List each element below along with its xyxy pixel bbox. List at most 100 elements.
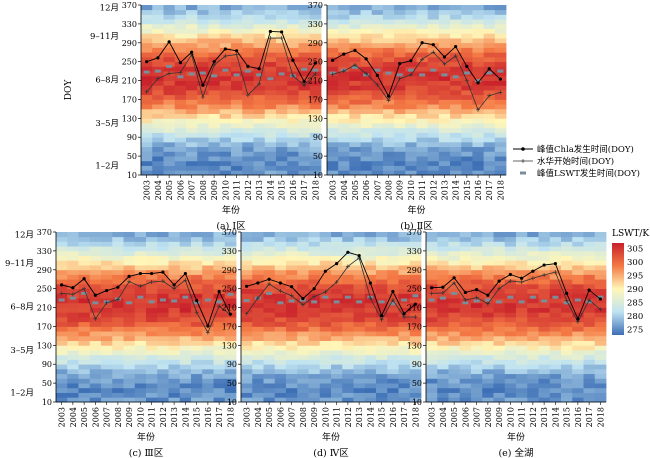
heatmap-cell	[494, 123, 507, 129]
heatmap-cell	[101, 246, 113, 252]
heatmap-cell	[376, 331, 388, 337]
chla-peak-marker	[380, 313, 384, 318]
heatmap-cell	[527, 378, 539, 384]
heatmap-cell	[360, 123, 373, 129]
heatmap-cell	[308, 368, 321, 375]
heatmap-cell	[123, 241, 136, 247]
heatmap-cell	[405, 156, 417, 162]
bloom-start-marker	[183, 278, 188, 283]
x-tick-label: 2010	[506, 407, 515, 427]
heatmap-cell	[241, 274, 253, 280]
bloom-start-marker	[172, 286, 177, 291]
heatmap-cell	[416, 9, 429, 15]
heatmap-cell	[405, 85, 417, 91]
heatmap-cell	[438, 170, 451, 176]
heatmap-cell	[549, 373, 562, 379]
heatmap-cell	[297, 373, 309, 379]
heatmap-cell	[231, 146, 243, 152]
heatmap-cell	[572, 279, 584, 285]
heatmap-cell	[219, 61, 232, 67]
heatmap-cell	[298, 61, 311, 67]
heatmap-cell	[349, 146, 361, 152]
x-tick-label: 2017	[485, 180, 494, 200]
heatmap-cell	[483, 52, 496, 58]
heatmap-cell	[353, 387, 366, 393]
heatmap-cell	[349, 99, 361, 105]
heatmap-cell	[353, 269, 366, 275]
heatmap-cell	[549, 302, 562, 308]
heatmap-cell	[308, 373, 321, 379]
heatmap-cell	[56, 274, 68, 280]
heatmap-cell	[163, 9, 176, 15]
heatmap-cell	[224, 387, 237, 393]
heatmap-cell	[56, 397, 68, 403]
bloom-start-line	[61, 279, 231, 334]
heatmap-cell	[241, 326, 253, 332]
lswt-marker	[351, 65, 358, 69]
y-tick-label: 130	[308, 114, 323, 123]
heatmap-cell	[286, 340, 298, 346]
heatmap-cell	[364, 354, 377, 360]
heatmap-cell	[327, 47, 339, 53]
heatmap-cell	[202, 326, 214, 332]
x-tick-label: 2007	[373, 180, 382, 200]
heatmap-cell	[427, 104, 440, 110]
bloom-start-marker	[155, 76, 160, 81]
heatmap-cell	[224, 397, 237, 403]
heatmap-cell	[308, 354, 321, 360]
heatmap-cell	[263, 246, 276, 252]
heatmap-cell	[89, 364, 102, 370]
heatmap-cell	[179, 312, 192, 318]
heatmap-cell	[309, 113, 322, 119]
heatmap-cell	[123, 236, 136, 242]
heatmap-cell	[89, 321, 102, 327]
heatmap-cell	[308, 260, 321, 266]
heatmap-cell	[197, 170, 209, 176]
heatmap-cell	[242, 56, 254, 63]
heatmap-cell	[364, 302, 377, 308]
chla-peak-marker	[330, 58, 335, 62]
heatmap-cell	[483, 170, 496, 176]
heatmap-cell	[483, 42, 496, 48]
heatmap-cell	[242, 132, 254, 138]
heatmap-cell	[224, 260, 237, 266]
heatmap-cell	[286, 359, 298, 365]
heatmap-cell	[179, 241, 192, 247]
heatmap-cell	[263, 368, 276, 375]
heatmap-cell	[387, 236, 399, 242]
heatmap-cell	[191, 387, 203, 393]
heatmap-cell	[286, 345, 298, 351]
heatmap-cell	[213, 246, 226, 252]
heatmap-cell	[527, 260, 539, 266]
heatmap-cell	[152, 165, 164, 171]
heatmap-cell	[191, 331, 203, 337]
heatmap-cell	[231, 94, 243, 100]
heatmap-cell	[594, 298, 607, 304]
legend-bloom-label: 水华开始时间(DOY)	[537, 156, 614, 167]
heatmap-cell	[263, 279, 276, 285]
heatmap-cell	[364, 283, 377, 290]
heatmap-cell	[538, 326, 551, 332]
heatmap-cell	[242, 52, 254, 58]
heatmap-cell	[398, 350, 411, 356]
heatmap-cell	[179, 265, 192, 271]
heatmap-cell	[538, 383, 551, 389]
heatmap-cell	[438, 52, 451, 58]
chla-peak-marker	[313, 61, 317, 65]
heatmap-cell	[253, 33, 266, 39]
heatmap-cell	[342, 260, 354, 266]
x-tick-label: 2013	[255, 180, 264, 200]
heatmap-cell	[112, 397, 124, 403]
heatmap-cell	[482, 350, 494, 356]
heatmap-cell	[527, 255, 539, 261]
heatmap-cell	[482, 283, 494, 290]
heatmap-cell	[67, 232, 79, 238]
heatmap-cell	[461, 5, 473, 11]
heatmap-cell	[308, 302, 321, 308]
heatmap-cell	[67, 236, 79, 242]
lswt-marker	[333, 300, 340, 304]
lswt-marker	[267, 77, 274, 81]
heatmap-cell	[298, 90, 311, 96]
heatmap-cell	[252, 392, 264, 398]
heatmap-cell	[461, 23, 473, 30]
